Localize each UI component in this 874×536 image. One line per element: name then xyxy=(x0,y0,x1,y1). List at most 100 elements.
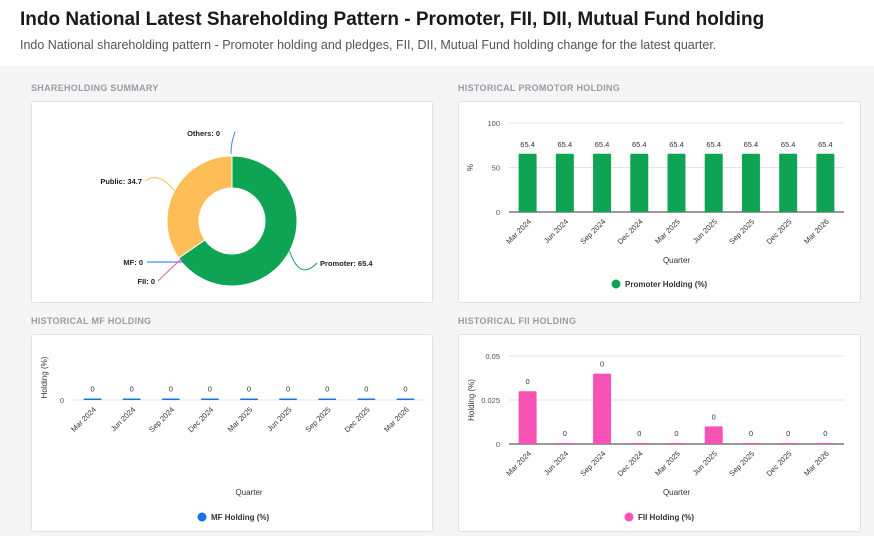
data-label: 0 xyxy=(286,385,290,394)
section-label-mf: HISTORICAL MF HOLDING xyxy=(31,316,152,326)
bar xyxy=(816,153,835,212)
y-axis-title: Holding (%) xyxy=(467,379,476,421)
data-label: 0 xyxy=(749,429,753,438)
x-tick-label: Sep 2025 xyxy=(304,405,333,434)
bar xyxy=(318,398,337,400)
data-label: 0 xyxy=(247,385,251,394)
y-tick-label: 0 xyxy=(60,396,64,405)
data-label: 0 xyxy=(403,385,407,394)
bar xyxy=(555,153,574,212)
x-tick-label: Dec 2025 xyxy=(765,449,794,478)
x-tick-label: Jun 2024 xyxy=(542,449,570,477)
y-tick-label: 0 xyxy=(496,208,500,217)
y-tick-label: 50 xyxy=(492,164,500,173)
x-tick-label: Sep 2024 xyxy=(578,217,607,246)
x-tick-label: Mar 2026 xyxy=(802,217,831,246)
donut-label: Promoter: 65.4 xyxy=(320,259,373,268)
bar xyxy=(240,398,258,400)
page-title: Indo National Latest Shareholding Patter… xyxy=(20,9,765,30)
y-axis-title: Holding (%) xyxy=(40,356,49,398)
bar xyxy=(279,398,298,400)
donut-leader-line xyxy=(144,177,175,192)
bar xyxy=(518,153,537,212)
bar xyxy=(816,443,835,444)
x-tick-label: Jun 2024 xyxy=(542,217,570,245)
fii-panel: 0 0.025 0.05 0 Mar 2024 0 Jun 2024 0 Sep 2024 0 De… xyxy=(458,334,861,532)
data-label: 0 xyxy=(674,429,678,438)
donut-leader-line xyxy=(230,131,236,155)
data-label: 0 xyxy=(600,360,604,369)
legend-marker xyxy=(624,512,634,522)
y-axis-title: % xyxy=(466,164,475,171)
x-tick-label: Mar 2025 xyxy=(226,405,255,434)
x-tick-label: Mar 2025 xyxy=(653,217,682,246)
bar xyxy=(593,153,612,212)
x-tick-label: Jun 2025 xyxy=(265,405,293,433)
bar xyxy=(779,153,798,212)
data-label: 65.4 xyxy=(595,140,610,149)
bar xyxy=(357,398,376,400)
x-tick-label: Mar 2024 xyxy=(69,405,98,434)
y-tick-label: 0.025 xyxy=(481,396,500,405)
x-tick-label: Jun 2025 xyxy=(691,449,719,477)
x-axis-title: Quarter xyxy=(663,488,690,497)
bar xyxy=(667,153,686,212)
data-label: 0 xyxy=(169,385,173,394)
bar xyxy=(555,443,574,444)
data-label: 65.4 xyxy=(669,140,684,149)
y-tick-label: 0 xyxy=(496,440,500,449)
x-tick-label: Mar 2026 xyxy=(802,449,831,478)
legend-marker xyxy=(197,512,207,522)
donut-label: MF: 0 xyxy=(123,258,143,267)
bar xyxy=(667,443,686,444)
data-label: 0 xyxy=(823,429,827,438)
bar xyxy=(200,398,219,400)
data-label: 0 xyxy=(130,385,134,394)
bar xyxy=(83,398,102,400)
section-label-promoter: HISTORICAL PROMOTOR HOLDING xyxy=(458,83,621,93)
promoter-bar-chart: 0 50 100 65.4 Mar 2024 65.4 Jun 2024 65.4 Sep 20… xyxy=(466,119,844,289)
bar xyxy=(630,153,649,212)
data-label: 65.4 xyxy=(520,140,535,149)
x-tick-label: Sep 2025 xyxy=(727,217,756,246)
legend-label: FII Holding (%) xyxy=(638,513,694,522)
donut-label: Public: 34.7 xyxy=(100,177,142,186)
bar xyxy=(779,443,798,444)
x-tick-label: Mar 2024 xyxy=(504,449,533,478)
x-tick-label: Mar 2024 xyxy=(504,217,533,246)
bar xyxy=(741,153,760,212)
section-label-fii: HISTORICAL FII HOLDING xyxy=(458,316,577,326)
summary-panel: Promoter: 65.4 Public: 34.7 Others: 0 MF: 0… xyxy=(31,101,433,303)
y-tick-label: 0.05 xyxy=(485,352,500,361)
promoter-panel: 0 50 100 65.4 Mar 2024 65.4 Jun 2024 65.4 Sep 20… xyxy=(458,101,861,303)
donut-label: Others: 0 xyxy=(187,129,220,138)
x-tick-label: Mar 2025 xyxy=(653,449,682,478)
bar xyxy=(704,153,723,212)
x-tick-label: Dec 2024 xyxy=(616,217,645,246)
x-tick-label: Dec 2024 xyxy=(186,405,215,434)
x-axis-title: Quarter xyxy=(235,488,262,497)
bar xyxy=(518,391,537,444)
x-tick-label: Sep 2024 xyxy=(578,449,607,478)
bar xyxy=(122,398,141,400)
data-label: 0 xyxy=(526,377,530,386)
x-tick-label: Dec 2025 xyxy=(343,405,372,434)
x-tick-label: Mar 2026 xyxy=(382,405,411,434)
data-label: 65.4 xyxy=(706,140,721,149)
data-label: 65.4 xyxy=(818,140,833,149)
donut-slice xyxy=(166,155,233,259)
data-label: 0 xyxy=(637,429,641,438)
data-label: 0 xyxy=(90,385,94,394)
legend-label: Promoter Holding (%) xyxy=(625,280,708,289)
bar xyxy=(630,443,649,444)
data-label: 0 xyxy=(325,385,329,394)
data-label: 0 xyxy=(208,385,212,394)
data-label: 65.4 xyxy=(744,140,759,149)
page-header: Indo National Latest Shareholding Patter… xyxy=(0,0,874,66)
data-label: 0 xyxy=(563,429,567,438)
mf-panel: 0 0 Mar 2024 0 Jun 2024 0 Sep 2024 0 Dec 2024 0 Ma… xyxy=(31,334,433,532)
legend-marker xyxy=(611,279,621,289)
page-subtitle: Indo National shareholding pattern - Pro… xyxy=(20,38,717,52)
x-tick-label: Jun 2024 xyxy=(109,405,137,433)
bar xyxy=(161,398,180,400)
